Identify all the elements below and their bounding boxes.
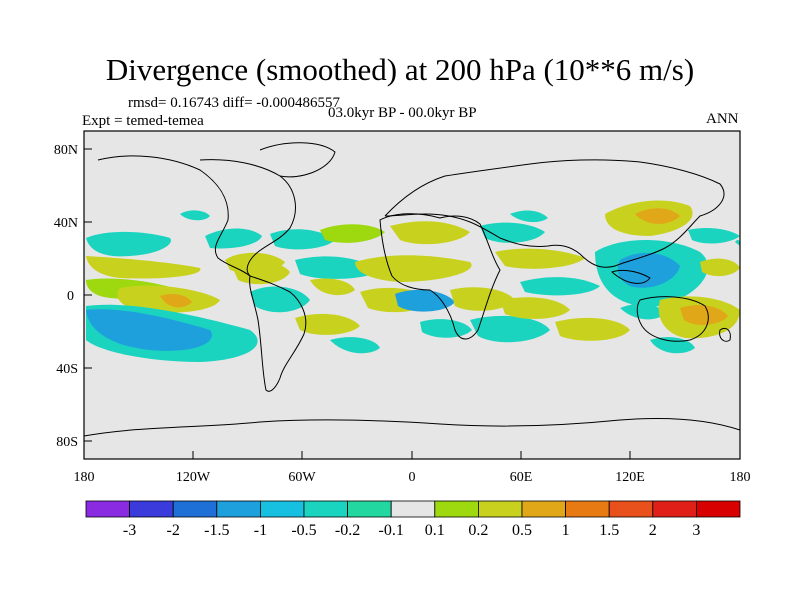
field-patch	[520, 277, 600, 296]
plot-title: Divergence (smoothed) at 200 hPa (10**6 …	[105, 52, 695, 87]
field-patch	[480, 222, 545, 243]
colorbar-label: 0.1	[425, 522, 445, 539]
colorbar-label: 1.5	[599, 522, 619, 539]
experiment-label: Expt = temed-temea	[82, 113, 204, 129]
colorbar-swatch	[434, 500, 479, 518]
coastline-eurasia	[384, 159, 725, 268]
colorbar-swatch	[216, 500, 261, 518]
field-patch	[688, 228, 740, 244]
colorbar-swatch	[565, 500, 610, 518]
season-label: ANN	[706, 111, 739, 127]
colorbar-label: -3	[123, 522, 136, 539]
colorbar-swatch	[652, 500, 697, 518]
colorbar-swatch	[129, 500, 174, 518]
coastline-antarctica	[83, 417, 741, 437]
divergence-field	[86, 200, 740, 362]
field-patch	[620, 303, 665, 320]
colorbar-swatch	[303, 500, 348, 518]
field-patch	[617, 252, 680, 288]
lon-label: 120E	[615, 470, 645, 485]
lon-label: 0	[409, 470, 416, 485]
field-patch	[495, 248, 585, 269]
field-patch	[390, 221, 470, 245]
stats-text: rmsd= 0.16743 diff= -0.000486557	[128, 95, 341, 111]
lat-label: 80S	[56, 435, 78, 450]
coastline-new-zealand	[719, 327, 731, 342]
field-patch	[700, 258, 740, 277]
colorbar-swatch	[347, 500, 392, 518]
lon-label: 60W	[288, 470, 316, 485]
coastline-australia	[636, 296, 709, 342]
colorbar-label: -0.1	[379, 522, 404, 539]
coastline-africa	[379, 213, 501, 340]
colorbar-label: 0.5	[512, 522, 532, 539]
field-patch	[320, 224, 385, 243]
field-patch	[230, 259, 290, 285]
colorbar: -3 -2 -1.5 -1 -0.5 -0.2 -0.1 0.1 0.2 0.5 1 1.5 2 3	[85, 500, 741, 539]
field-patch	[470, 315, 550, 343]
longitude-axis: 180 120W 60W 0 60E 120E 180	[74, 451, 751, 485]
field-patch	[180, 210, 210, 221]
coastline-maritime-continent	[611, 269, 651, 284]
colorbar-label: 1	[562, 522, 570, 539]
lat-label: 40S	[56, 362, 78, 377]
field-patch	[510, 210, 548, 223]
colorbar-swatch	[696, 500, 741, 518]
coastline-north-america-east	[199, 159, 296, 277]
lon-label: 180	[730, 470, 751, 485]
field-patch	[395, 289, 455, 312]
field-patch	[310, 278, 355, 296]
colorbar-swatch	[390, 500, 436, 518]
colorbar-swatch	[521, 500, 566, 518]
colorbar-label: 0.2	[468, 522, 488, 539]
field-patch	[86, 231, 171, 257]
colorbar-label: -0.2	[335, 522, 360, 539]
lon-label: 180	[74, 470, 95, 485]
lat-label: 0	[67, 289, 74, 304]
field-patch	[635, 208, 680, 224]
colorbar-label: 3	[692, 522, 700, 539]
colorbar-swatch	[172, 500, 218, 518]
field-patch	[500, 297, 570, 319]
lat-label: 80N	[54, 143, 78, 158]
colorbar-label: 2	[649, 522, 657, 539]
field-patch	[270, 229, 335, 250]
field-patch	[330, 337, 380, 354]
period-label: 03.0kyr BP - 00.0kyr BP	[328, 105, 477, 121]
field-patch	[680, 305, 728, 325]
field-patch	[86, 309, 212, 351]
field-patch	[86, 256, 201, 279]
field-patch	[205, 228, 262, 249]
colorbar-label: -1	[254, 522, 267, 539]
colorbar-swatch	[259, 500, 305, 518]
field-patch	[355, 255, 472, 282]
coastlines	[83, 142, 741, 437]
field-patch	[420, 319, 472, 338]
lon-label: 120W	[176, 470, 211, 485]
coastline-greenland	[259, 142, 336, 178]
field-patch	[250, 286, 310, 313]
colorbar-label: -2	[167, 522, 180, 539]
lon-label: 60E	[510, 470, 533, 485]
latitude-axis: 80N 40N 0 40S 80S	[54, 143, 92, 450]
coastline-south-america	[249, 275, 307, 392]
colorbar-label: -1.5	[204, 522, 229, 539]
field-patch	[295, 313, 360, 335]
coastline-north-america-west	[97, 155, 251, 277]
field-patch	[160, 294, 192, 308]
colorbar-swatch	[85, 500, 130, 518]
colorbar-swatch	[608, 500, 654, 518]
field-patch	[555, 317, 630, 341]
field-patch	[735, 239, 740, 246]
colorbar-label: -0.5	[291, 522, 316, 539]
colorbar-swatch	[477, 500, 523, 518]
lat-label: 40N	[54, 216, 78, 231]
field-patch	[450, 287, 515, 311]
